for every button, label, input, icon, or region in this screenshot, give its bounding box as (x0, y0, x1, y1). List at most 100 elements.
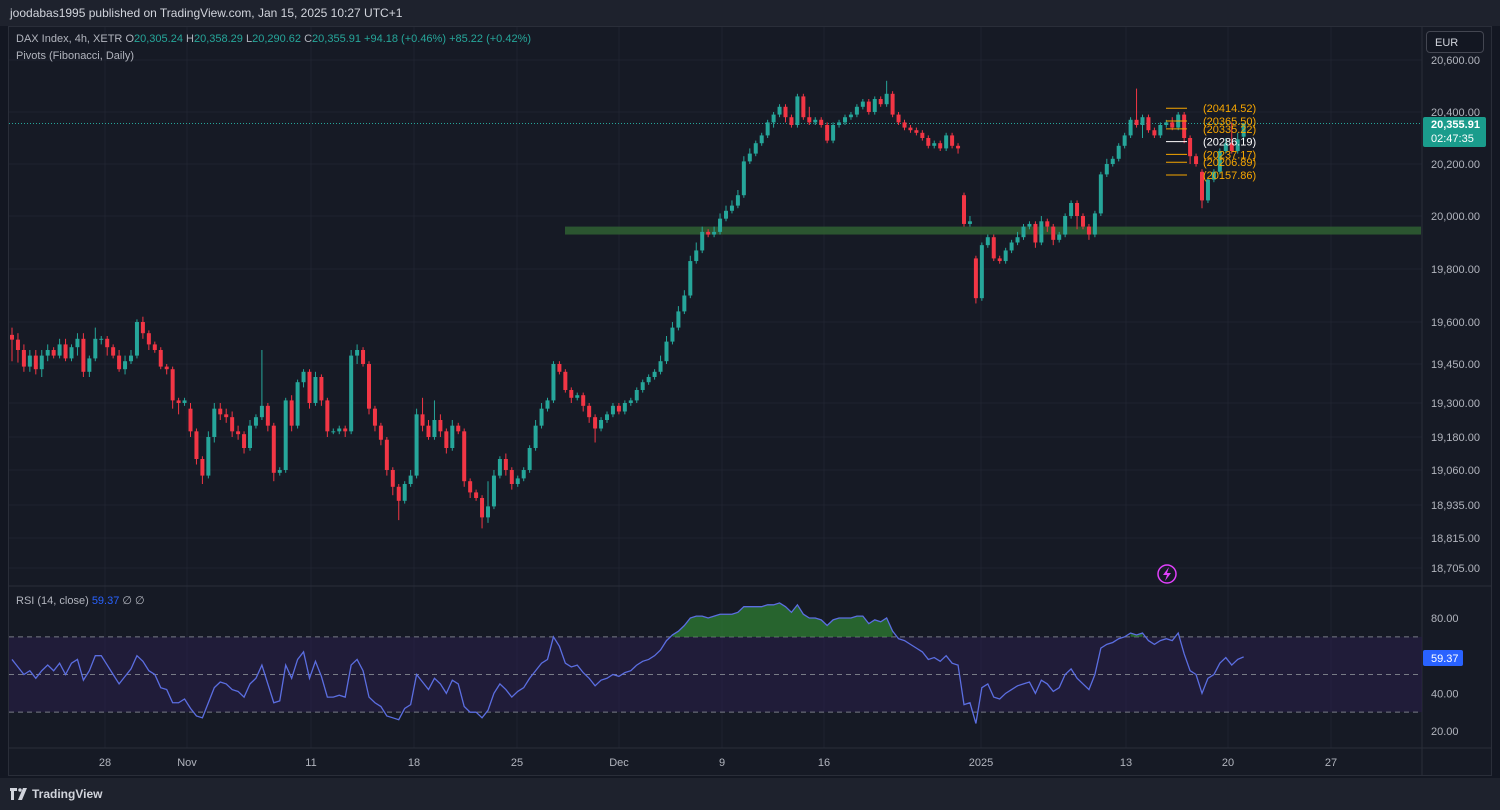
candle-body (1188, 138, 1193, 157)
candle-body (694, 250, 699, 262)
candle-body (932, 143, 937, 146)
candle-body (979, 245, 984, 299)
pivot-label: (20365.50) (1203, 116, 1256, 128)
pivot-label: (20286.19) (1203, 137, 1256, 149)
candle-body (908, 127, 913, 131)
open-label: O (125, 33, 135, 45)
candle-body (700, 231, 705, 251)
candle-body (902, 122, 907, 128)
candle-body (474, 492, 479, 498)
candle-body (87, 358, 92, 372)
time-tick-label: 9 (719, 757, 725, 769)
candle-body (587, 405, 592, 418)
candle-body (884, 93, 889, 105)
time-tick-label: 28 (99, 757, 111, 769)
candle-body (444, 431, 449, 448)
candle-body (111, 347, 116, 356)
rsi-line (11, 602, 1244, 724)
candle-body (146, 333, 151, 345)
candle-body (575, 395, 580, 398)
candle-body (521, 470, 526, 479)
candle-body (843, 117, 847, 123)
candle-body (1223, 143, 1228, 151)
candle-body (962, 195, 966, 224)
candle-body (747, 153, 752, 162)
symbol-label[interactable]: DAX Index, 4h, XETR (16, 33, 123, 45)
candle-body (777, 106, 782, 115)
candle-body (1158, 125, 1163, 136)
candle-body (735, 195, 740, 206)
candle-body (1170, 122, 1175, 128)
price-tick-label: 19,060.00 (1431, 465, 1480, 477)
candle-body (718, 218, 723, 232)
candle-body (819, 119, 824, 125)
rsi-name[interactable]: RSI (14, close) (16, 595, 89, 607)
time-tick-label: 13 (1120, 757, 1132, 769)
rsi-tick-label: 80.00 (1431, 613, 1459, 625)
candle-body (378, 425, 383, 440)
candle-body (1015, 237, 1020, 243)
candle-body (712, 231, 717, 235)
candle-body (664, 341, 669, 362)
rsi-value-tag (1423, 650, 1463, 666)
candle-body (57, 344, 62, 356)
candle-body (450, 425, 455, 448)
publisher-line: joodabas1995 published on TradingView.co… (10, 6, 403, 20)
candle-body (950, 135, 955, 146)
candle-body (367, 364, 371, 409)
candle-body (1033, 223, 1038, 243)
time-tick-label: Nov (177, 757, 197, 769)
time-tick-label: 2025 (969, 757, 993, 769)
pivot-label: (20206.89) (1203, 157, 1256, 169)
candle-body (152, 344, 157, 350)
candle-body (926, 138, 931, 146)
price-tick-label: 20,400.00 (1431, 107, 1480, 119)
candle-body (21, 350, 26, 367)
candle-body (295, 382, 300, 426)
candle-body (866, 101, 871, 112)
publisher-bar: joodabas1995 published on TradingView.co… (0, 0, 1500, 26)
candle-body (991, 237, 996, 259)
candle-body (200, 459, 205, 476)
candle-body (593, 417, 598, 429)
candle-body (1205, 179, 1210, 201)
pivot-label: (20335.22) (1203, 124, 1256, 136)
candle-body (372, 408, 377, 426)
candle-body (486, 506, 490, 518)
time-tick-label: 18 (408, 757, 420, 769)
candle-body (396, 486, 401, 501)
candle-body (51, 350, 56, 356)
candle-body (384, 439, 389, 470)
tradingview-logo-icon (10, 788, 27, 800)
lightning-icon (1157, 564, 1177, 584)
currency-button[interactable]: EUR (1426, 31, 1484, 53)
candle-body (1182, 114, 1187, 138)
candle-body (688, 261, 693, 296)
candle-body (789, 117, 794, 125)
candle-body (1152, 130, 1157, 136)
candle-body (1003, 250, 1008, 262)
candle-body (610, 405, 615, 415)
candle-body (1200, 171, 1204, 201)
price-tick-label: 19,300.00 (1431, 398, 1480, 410)
candle-body (289, 400, 294, 426)
price-tick-label: 20,200.00 (1431, 159, 1480, 171)
candle-body (605, 414, 609, 420)
candle-body (497, 459, 502, 476)
candle-body (682, 295, 687, 312)
pivot-label: (20237.17) (1203, 149, 1256, 161)
candle-body (551, 364, 556, 401)
candle-body (105, 338, 110, 348)
candle-body (616, 405, 621, 412)
time-tick-label: 25 (511, 757, 523, 769)
candle-body (706, 231, 711, 235)
footer-brand[interactable]: TradingView (32, 787, 103, 801)
candle-body (259, 405, 264, 418)
rsi-tick-label: 40.00 (1431, 688, 1459, 700)
time-tick-label: 16 (818, 757, 830, 769)
pivots-indicator-label[interactable]: Pivots (Fibonacci, Daily) (16, 50, 134, 62)
candle-body (872, 99, 877, 112)
candle-body (539, 408, 544, 426)
candle-body (1140, 117, 1145, 125)
